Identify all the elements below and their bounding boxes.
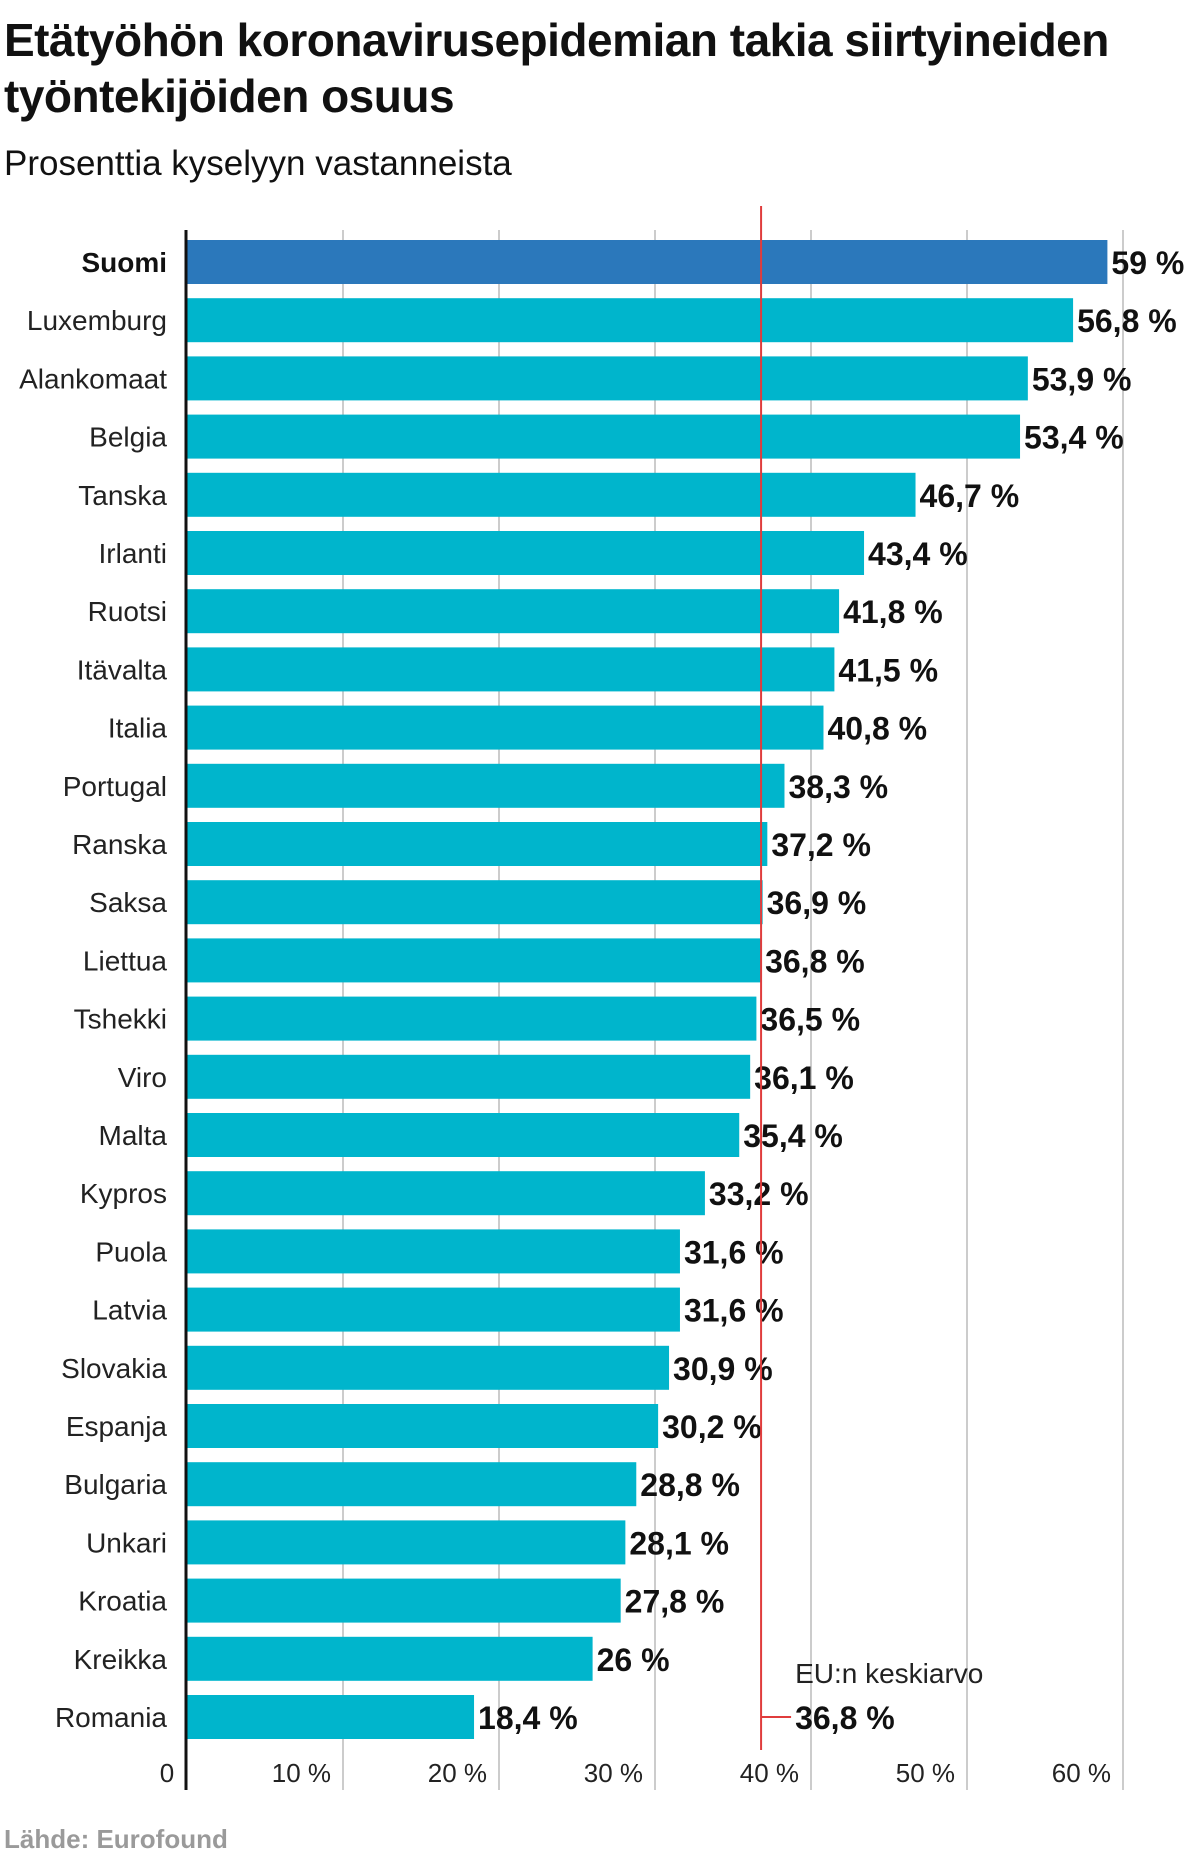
bar-liettua xyxy=(187,938,762,983)
value-label: 53,4 % xyxy=(1024,420,1124,456)
value-label: 46,7 % xyxy=(920,478,1020,514)
category-label: Romania xyxy=(55,1702,167,1733)
chart-subtitle: Prosenttia kyselyyn vastanneista xyxy=(4,144,512,183)
value-label: 28,8 % xyxy=(640,1467,740,1503)
value-label: 40,8 % xyxy=(827,711,927,747)
source-note: Lähde: Eurofound xyxy=(4,1824,228,1854)
bar-kreikka xyxy=(187,1636,593,1681)
category-label: Espanja xyxy=(66,1411,168,1442)
eu-average-reference: EU:n keskiarvo 36,8 % xyxy=(760,206,983,1750)
category-label: Bulgaria xyxy=(64,1469,167,1500)
bar-puola xyxy=(187,1229,680,1274)
value-label: 31,6 % xyxy=(684,1234,784,1270)
bar-latvia xyxy=(187,1287,680,1332)
category-label: Latvia xyxy=(92,1295,167,1326)
bar-romania xyxy=(187,1695,475,1739)
category-label: Tanska xyxy=(78,480,167,511)
x-tick-label: 40 % xyxy=(740,1758,799,1788)
bar-suomi xyxy=(187,240,1108,284)
bar-malta xyxy=(187,1113,740,1157)
category-label: Kypros xyxy=(80,1178,167,1209)
bar-irlanti xyxy=(187,531,865,575)
bar-viro xyxy=(187,1054,751,1099)
value-label: 18,4 % xyxy=(478,1700,578,1736)
category-label: Ruotsi xyxy=(88,596,167,627)
x-tick-label: 20 % xyxy=(428,1758,487,1788)
bar-tshekki xyxy=(187,996,757,1041)
bar-italia xyxy=(187,705,824,750)
category-labels: Suomi Luxemburg Alankomaat Belgia Tanska Irla… xyxy=(19,247,167,1733)
value-label: 53,9 % xyxy=(1032,361,1132,397)
value-label: 30,9 % xyxy=(673,1351,773,1387)
bar-saksa xyxy=(187,880,763,925)
value-label: 59 % xyxy=(1111,245,1184,281)
value-label: 27,8 % xyxy=(625,1584,725,1620)
bar-ranska xyxy=(187,822,768,866)
category-label: Kreikka xyxy=(74,1644,168,1675)
category-label: Slovakia xyxy=(61,1353,167,1384)
category-label: Kroatia xyxy=(78,1586,167,1617)
reference-label: EU:n keskiarvo xyxy=(795,1658,983,1689)
value-label: 56,8 % xyxy=(1077,303,1177,339)
bars xyxy=(187,240,1108,1739)
category-label: Irlanti xyxy=(99,538,167,569)
category-label: Belgia xyxy=(89,422,167,453)
category-label: Unkari xyxy=(86,1527,167,1558)
bar-luxemburg xyxy=(187,298,1074,343)
category-label: Ranska xyxy=(72,829,167,860)
bar-kroatia xyxy=(187,1578,621,1623)
x-axis-ticks: 0 10 % 20 % 30 % 40 % 50 % 60 % xyxy=(160,1758,1111,1788)
bar-slovakia xyxy=(187,1345,670,1390)
value-label: 36,1 % xyxy=(754,1060,854,1096)
value-label: 26 % xyxy=(597,1642,670,1678)
bar-portugal xyxy=(187,763,785,808)
category-label: Alankomaat xyxy=(19,363,167,394)
category-label: Suomi xyxy=(81,247,167,278)
category-label: Viro xyxy=(118,1062,167,1093)
bar-ruotsi xyxy=(187,589,840,634)
category-label: Puola xyxy=(95,1236,167,1267)
x-tick-label: 0 xyxy=(160,1758,174,1788)
x-tick-label: 60 % xyxy=(1052,1758,1111,1788)
value-label: 35,4 % xyxy=(743,1118,843,1154)
value-label: 41,5 % xyxy=(838,652,938,688)
value-label: 43,4 % xyxy=(868,536,968,572)
value-label: 41,8 % xyxy=(843,594,943,630)
value-label: 38,3 % xyxy=(788,769,888,805)
chart-title: Etätyöhön koronavirusepidemian takia sii… xyxy=(4,14,1109,122)
x-tick-label: 50 % xyxy=(896,1758,955,1788)
category-label: Tshekki xyxy=(74,1004,167,1035)
category-label: Itävalta xyxy=(77,654,168,685)
value-label: 30,2 % xyxy=(662,1409,762,1445)
bar-belgia xyxy=(187,414,1021,459)
category-label: Italia xyxy=(108,713,168,744)
value-labels: 59 % 56,8 % 53,9 % 53,4 %46,7 % 43,4 % 41,8 %… xyxy=(478,245,1184,1736)
reference-value: 36,8 % xyxy=(795,1700,895,1736)
value-label: 37,2 % xyxy=(771,827,871,863)
value-label: 36,9 % xyxy=(767,885,867,921)
bar-itävalta xyxy=(187,647,835,692)
bar-alankomaat xyxy=(187,356,1028,401)
value-label: 36,8 % xyxy=(765,943,865,979)
value-label: 33,2 % xyxy=(709,1176,809,1212)
bar-tanska xyxy=(187,472,916,517)
category-label: Saksa xyxy=(89,887,167,918)
bar-kypros xyxy=(187,1171,705,1216)
bar-bulgaria xyxy=(187,1462,637,1507)
bar-unkari xyxy=(187,1520,626,1565)
value-label: 28,1 % xyxy=(629,1525,729,1561)
category-label: Luxemburg xyxy=(27,305,167,336)
category-label: Malta xyxy=(99,1120,168,1151)
category-label: Portugal xyxy=(63,771,167,802)
x-tick-label: 10 % xyxy=(272,1758,331,1788)
x-tick-label: 30 % xyxy=(584,1758,643,1788)
bar-espanja xyxy=(187,1404,659,1448)
category-label: Liettua xyxy=(83,945,167,976)
value-label: 36,5 % xyxy=(760,1002,860,1038)
value-label: 31,6 % xyxy=(684,1293,784,1329)
